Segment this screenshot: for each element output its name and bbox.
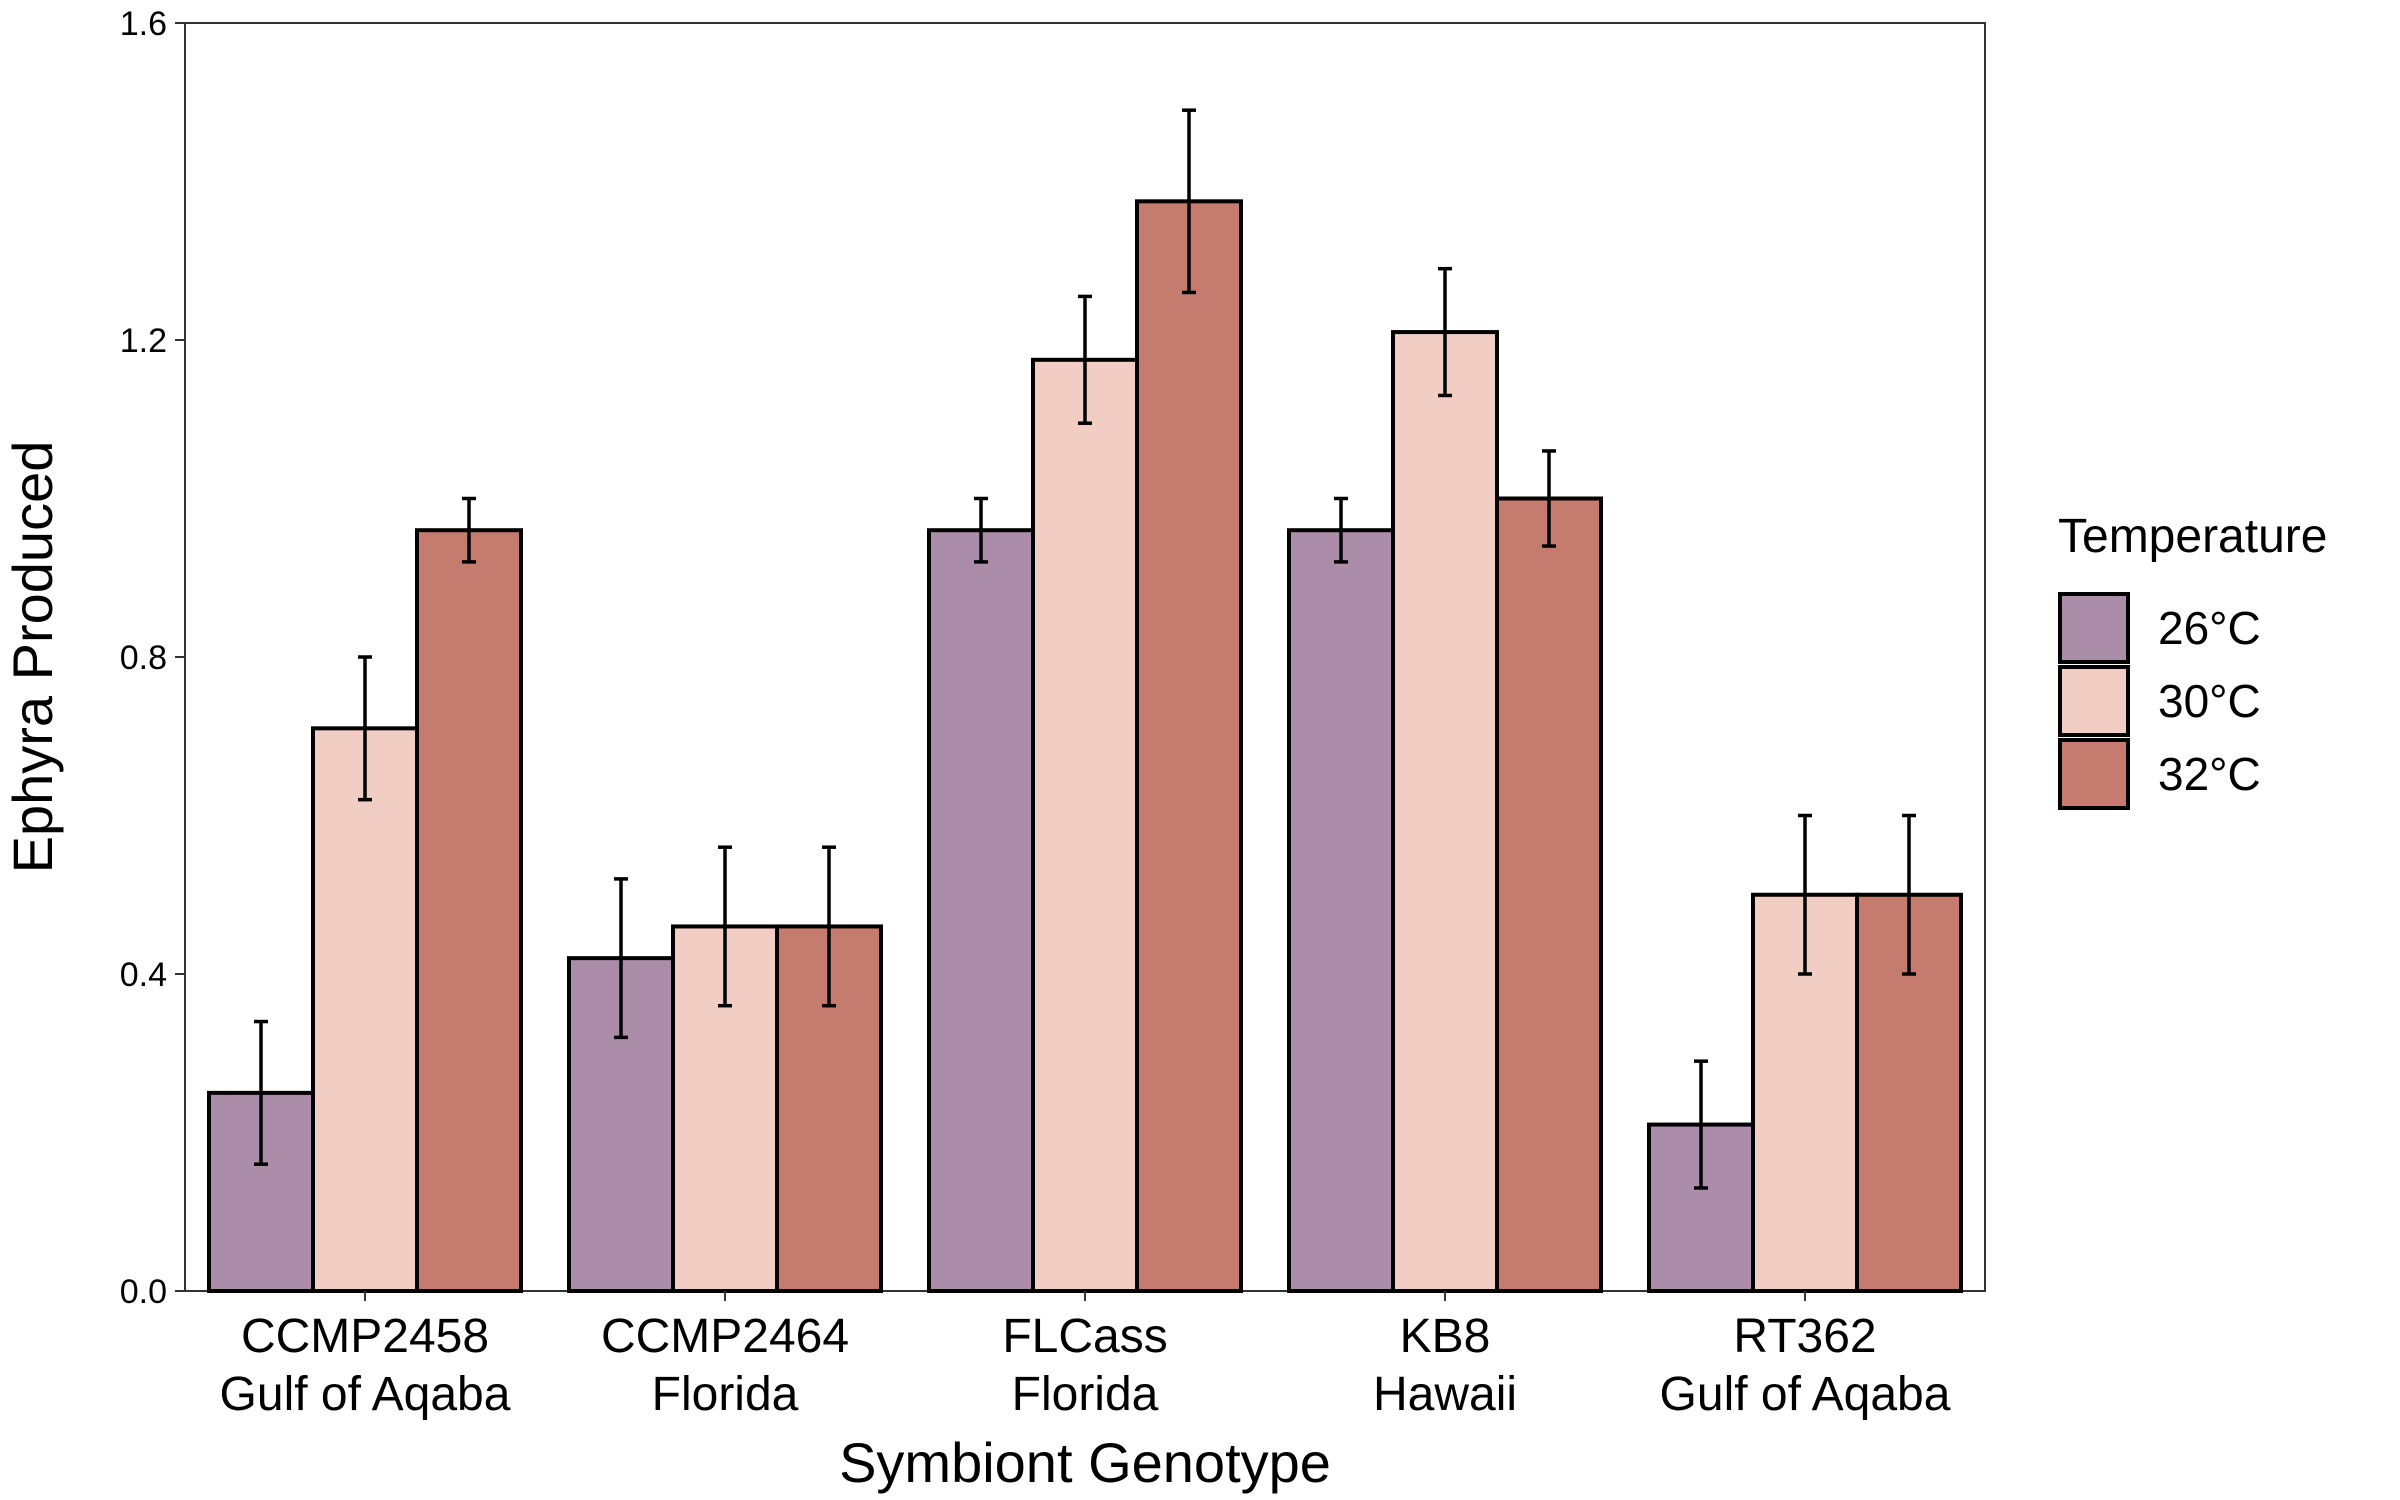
x-axis-title: Symbiont Genotype [839,1431,1331,1494]
x-tick-label: CCMP2464 [601,1310,849,1363]
x-tick-label: Gulf of Aqaba [220,1368,511,1421]
legend-key [2058,738,2130,810]
bar [1495,496,1603,1293]
legend-label: 30°C [2158,675,2261,727]
x-tick-label: RT362 [1733,1310,1876,1363]
x-tick-label: FLCass [1002,1310,1167,1363]
bar [927,528,1035,1293]
x-tick-label: Florida [1012,1368,1159,1421]
bar [415,528,523,1293]
y-tick-label: 1.2 [120,322,167,360]
y-tick-label: 1.6 [120,5,167,43]
legend-label: 26°C [2158,602,2261,654]
bar [1031,357,1139,1293]
bar [311,726,419,1293]
bar [1287,528,1395,1293]
y-tick-label: 0.8 [120,639,167,677]
legend-title: Temperature [2058,510,2327,563]
bar [1391,330,1499,1293]
x-tick-label: Hawaii [1373,1368,1517,1421]
bar [1135,199,1243,1293]
legend: Temperature 26°C 30°C 32°C [2058,510,2327,810]
legend-key [2058,665,2130,737]
x-tick-label: KB8 [1400,1310,1491,1363]
y-axis-title: Ephyra Produced [1,441,64,874]
legend-key [2058,592,2130,664]
x-tick-label: Gulf of Aqaba [1660,1368,1951,1421]
x-tick-label: Florida [652,1368,799,1421]
y-tick-label: 0.0 [120,1273,167,1311]
x-tick-label: CCMP2458 [241,1310,489,1363]
y-tick-label: 0.4 [120,956,167,994]
legend-label: 32°C [2158,748,2261,800]
